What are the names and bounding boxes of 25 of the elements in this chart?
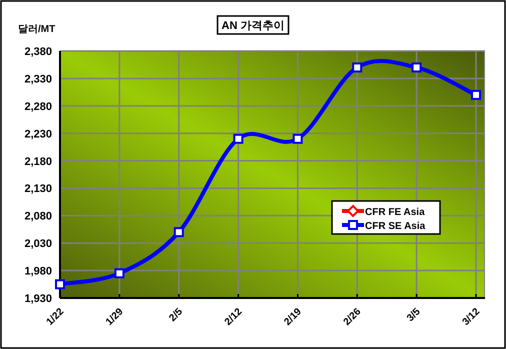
y-axis-title: 달러/MT <box>18 24 56 35</box>
chart-title: AN 가격추이 <box>222 20 284 32</box>
point <box>412 62 422 72</box>
x-tick-label: 3/5 <box>405 306 423 324</box>
y-tick-label: 2,130 <box>24 183 52 196</box>
y-tick-label: 2,230 <box>24 128 52 140</box>
y-tick-label: 2,380 <box>24 46 52 58</box>
y-tick-label: 2,180 <box>24 156 52 168</box>
y-tick-label: 2,280 <box>24 100 52 113</box>
legend-label: CFR FE Asia <box>365 207 426 218</box>
point <box>292 134 303 144</box>
point <box>174 227 184 238</box>
point <box>55 279 65 290</box>
y-tick-label: 2,080 <box>24 210 52 223</box>
point <box>352 62 362 72</box>
y-tick-label: 2,030 <box>24 238 52 250</box>
point <box>114 268 124 278</box>
y-tick-label: 1,930 <box>24 293 52 305</box>
point <box>471 90 481 100</box>
x-tick-label: 2/5 <box>167 306 186 324</box>
x-tick-label: 3/12 <box>460 306 482 328</box>
legend-label: CFR SE Asia <box>365 221 426 232</box>
point <box>233 134 244 144</box>
y-tick-label: 1,980 <box>24 266 52 278</box>
y-tick-label: 2,330 <box>24 73 52 86</box>
